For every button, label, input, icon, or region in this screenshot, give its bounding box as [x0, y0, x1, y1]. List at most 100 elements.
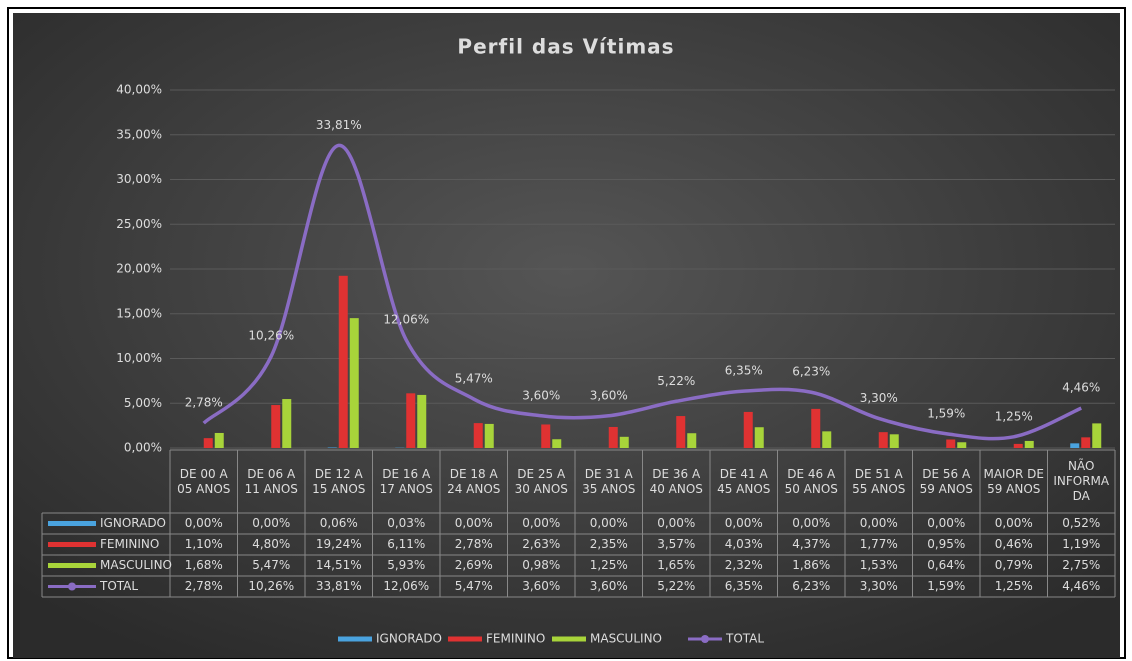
- table-cell: 0,98%: [522, 558, 560, 572]
- bar: [1070, 443, 1080, 448]
- table-cell: 3,30%: [860, 579, 898, 593]
- table-row-label: IGNORADO: [100, 516, 166, 530]
- legend-label: IGNORADO: [376, 632, 442, 646]
- x-tick-label: MAIOR DE 59 ANOS: [983, 466, 1045, 496]
- bar: [946, 439, 956, 448]
- table-cell: 4,03%: [725, 537, 763, 551]
- table-cell: 10,26%: [248, 579, 294, 593]
- table-cell: 0,00%: [657, 516, 695, 530]
- table-cell: 14,51%: [316, 558, 362, 572]
- table-cell: 0,52%: [1062, 516, 1100, 530]
- table-cell: 1,19%: [1062, 537, 1100, 551]
- bar: [1024, 440, 1034, 448]
- x-tick-label: DE 46 A 50 ANOS: [784, 466, 838, 496]
- table-cell: 0,00%: [252, 516, 290, 530]
- chart-title: Perfil das Vítimas: [457, 35, 674, 59]
- table-cell: 0,00%: [522, 516, 560, 530]
- x-tick-label: DE 51 A 55 ANOS: [852, 466, 906, 496]
- bar: [349, 318, 359, 448]
- table-cell: 12,06%: [383, 579, 429, 593]
- table-cell: 0,00%: [725, 516, 763, 530]
- table-row-label: FEMININO: [100, 537, 159, 551]
- bar: [338, 275, 348, 448]
- x-tick-label: DE 16 A 17 ANOS: [379, 466, 433, 496]
- x-tick-label: DE 12 A 15 ANOS: [312, 466, 366, 496]
- x-tick-label: DE 25 A 30 ANOS: [514, 466, 568, 496]
- bar: [687, 433, 697, 448]
- bar: [608, 426, 618, 448]
- data-label: 3,60%: [590, 388, 628, 402]
- table-cell: 1,25%: [590, 558, 628, 572]
- data-label: 5,47%: [455, 372, 493, 386]
- x-tick-label: DE 06 A 11 ANOS: [244, 466, 298, 496]
- y-tick-label: 10,00%: [116, 351, 162, 365]
- bar: [214, 432, 224, 448]
- table-cell: 0,03%: [387, 516, 425, 530]
- table-cell: 4,37%: [792, 537, 830, 551]
- x-tick-label: DE 31 A 35 ANOS: [582, 466, 636, 496]
- table-cell: 2,35%: [590, 537, 628, 551]
- bar: [743, 411, 753, 448]
- x-tick-label: DE 41 A 45 ANOS: [717, 466, 771, 496]
- table-cell: 3,60%: [590, 579, 628, 593]
- table-cell: 0,06%: [320, 516, 358, 530]
- table-cell: 0,00%: [455, 516, 493, 530]
- table-cell: 2,32%: [725, 558, 763, 572]
- data-label: 5,22%: [657, 374, 695, 388]
- data-label: 3,60%: [522, 388, 560, 402]
- table-cell: 0,00%: [792, 516, 830, 530]
- table-cell: 1,68%: [185, 558, 223, 572]
- table-cell: 6,35%: [725, 579, 763, 593]
- bar: [541, 424, 551, 448]
- legend-label: MASCULINO: [590, 632, 662, 646]
- x-tick-label: DE 00 A 05 ANOS: [177, 466, 231, 496]
- table-row-label: TOTAL: [99, 579, 138, 593]
- table-cell: 1,53%: [860, 558, 898, 572]
- bar: [878, 432, 888, 448]
- table-row-label: MASCULINO: [100, 558, 172, 572]
- table-cell: 0,00%: [995, 516, 1033, 530]
- data-label: 33,81%: [316, 118, 362, 132]
- legend-label: TOTAL: [725, 632, 764, 646]
- table-cell: 1,77%: [860, 537, 898, 551]
- table-cell: 1,25%: [995, 579, 1033, 593]
- bar: [822, 431, 832, 448]
- data-label: 2,78%: [185, 396, 223, 410]
- table-cell: 5,47%: [252, 558, 290, 572]
- data-label: 12,06%: [383, 313, 429, 327]
- bar: [282, 399, 292, 448]
- bar: [406, 393, 416, 448]
- bar: [473, 423, 483, 448]
- bar: [327, 447, 337, 448]
- data-label: 10,26%: [248, 329, 294, 343]
- table-cell: 19,24%: [316, 537, 362, 551]
- table-cell: 2,78%: [455, 537, 493, 551]
- y-tick-label: 40,00%: [116, 83, 162, 97]
- bar: [1081, 437, 1091, 448]
- table-cell: 2,75%: [1062, 558, 1100, 572]
- table-cell: 0,46%: [995, 537, 1033, 551]
- bar: [1013, 443, 1023, 448]
- table-cell: 2,69%: [455, 558, 493, 572]
- bar: [811, 408, 821, 448]
- legend-marker: [68, 582, 76, 591]
- x-tick-label: DE 56 A 59 ANOS: [919, 466, 973, 496]
- table-cell: 1,65%: [657, 558, 695, 572]
- table-cell: 0,00%: [590, 516, 628, 530]
- x-tick-label: DE 18 A 24 ANOS: [447, 466, 501, 496]
- bar: [203, 438, 213, 448]
- bar: [484, 423, 494, 448]
- table-cell: 5,93%: [387, 558, 425, 572]
- y-tick-label: 15,00%: [116, 306, 162, 320]
- y-tick-label: 25,00%: [116, 217, 162, 231]
- table-cell: 0,95%: [927, 537, 965, 551]
- table-cell: 1,86%: [792, 558, 830, 572]
- table-cell: 33,81%: [316, 579, 362, 593]
- bar: [957, 442, 967, 448]
- x-tick-label: NÃO INFORMADA: [1053, 459, 1110, 503]
- table-cell: 2,78%: [185, 579, 223, 593]
- table-cell: 3,57%: [657, 537, 695, 551]
- table-cell: 5,47%: [455, 579, 493, 593]
- bar: [676, 416, 686, 448]
